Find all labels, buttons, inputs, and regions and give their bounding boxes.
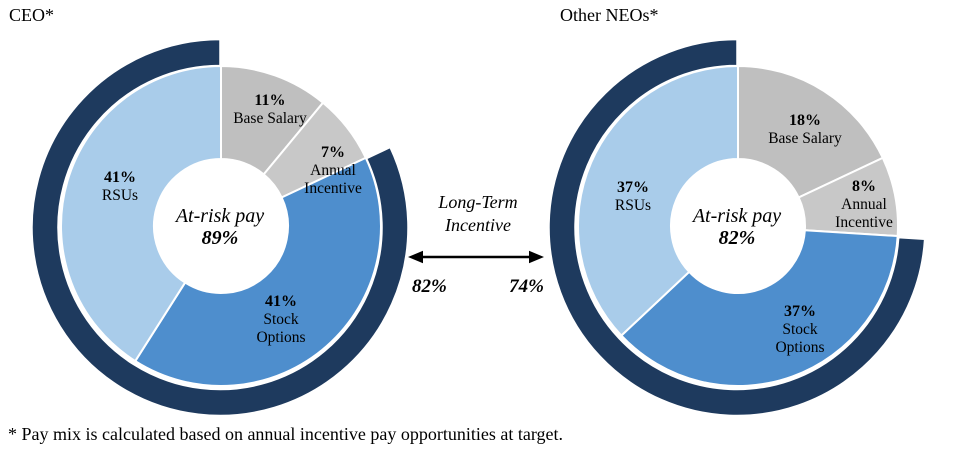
long-term-incentive-label: Long-Term Incentive xyxy=(397,191,559,237)
slice-label-base-salary: 18% Base Salary xyxy=(768,112,842,148)
chart-title-other-neos: Other NEOs* xyxy=(560,5,659,25)
slice-name-rsus: RSUs xyxy=(614,197,652,214)
slice-rsus xyxy=(60,64,222,363)
slice-rsus xyxy=(577,64,739,337)
slice-name-annual-incentive: Incentive xyxy=(835,214,893,231)
slice-name-base-salary: Base Salary xyxy=(233,110,307,127)
slice-base-salary xyxy=(737,64,885,199)
at-risk-pay-text: At-risk pay xyxy=(175,205,265,227)
ring-long-term-incentive xyxy=(548,38,926,417)
slice-label-rsus: 41% RSUs xyxy=(102,169,138,205)
slice-label-stock-options: 37% Stock Options xyxy=(775,303,824,357)
slice-name-base-salary: Base Salary xyxy=(768,130,842,147)
at-risk-pay-value: 89% xyxy=(201,227,239,249)
slice-label-annual-incentive: 7% Annual Incentive xyxy=(304,144,362,198)
double-arrow-icon xyxy=(408,250,544,264)
slice-name-stock-options: Stock xyxy=(263,311,299,328)
slice-name-stock-options: Stock xyxy=(782,321,818,338)
slice-name-annual-incentive: Incentive xyxy=(304,180,362,197)
slice-stock-options xyxy=(133,156,382,387)
slice-stock-options xyxy=(619,229,899,387)
slice-pct-annual-incentive: 8% xyxy=(851,178,876,195)
chart-title-ceo: CEO* xyxy=(9,5,54,25)
donut-svg-ceo- xyxy=(31,38,409,417)
slice-name-stock-options: Options xyxy=(256,329,306,346)
slice-name-annual-incentive: Annual xyxy=(841,196,887,213)
slice-pct-base-salary: 11% xyxy=(254,92,286,109)
footnote: * Pay mix is calculated based on annual … xyxy=(8,424,564,444)
slice-pct-rsus: 37% xyxy=(617,179,649,196)
ceo-lti-value: 82% xyxy=(412,276,447,297)
at-risk-pay-label-ceo-: At-risk pay 89% xyxy=(176,205,264,249)
long-term-incentive-label-line1: Long-Term xyxy=(438,192,518,212)
slice-label-stock-options: 41% Stock Options xyxy=(256,293,305,347)
long-term-incentive-values: 82% 74% xyxy=(397,276,559,298)
slice-pct-stock-options: 37% xyxy=(784,303,816,320)
slice-pct-annual-incentive: 7% xyxy=(320,144,345,161)
slice-name-stock-options: Options xyxy=(775,339,825,356)
neo-lti-value: 74% xyxy=(509,276,544,297)
at-risk-pay-label-other-neos-: At-risk pay 82% xyxy=(693,205,781,249)
donut-svg-other-neos- xyxy=(548,38,926,417)
slice-pct-stock-options: 41% xyxy=(265,293,297,310)
slice-label-annual-incentive: 8% Annual Incentive xyxy=(835,178,893,232)
at-risk-pay-value: 82% xyxy=(718,227,756,249)
ring-long-term-incentive xyxy=(31,38,409,417)
at-risk-pay-text: At-risk pay xyxy=(692,205,782,227)
slice-pct-base-salary: 18% xyxy=(788,112,821,129)
long-term-incentive-label-line2: Incentive xyxy=(445,215,511,235)
slice-name-rsus: RSUs xyxy=(101,187,139,204)
slice-name-annual-incentive: Annual xyxy=(310,162,356,179)
ceo-pay-mix-donut-chart: 11% Base Salary 7% Annual Incentive 41% Stock O… xyxy=(21,26,421,426)
slice-label-rsus: 37% RSUs xyxy=(615,179,651,215)
other-neos-pay-mix-donut-chart: 18% Base Salary 8% Annual Incentive 37% Stock O… xyxy=(538,26,938,426)
slice-pct-rsus: 41% xyxy=(104,169,136,186)
slice-label-base-salary: 11% Base Salary xyxy=(233,92,307,128)
